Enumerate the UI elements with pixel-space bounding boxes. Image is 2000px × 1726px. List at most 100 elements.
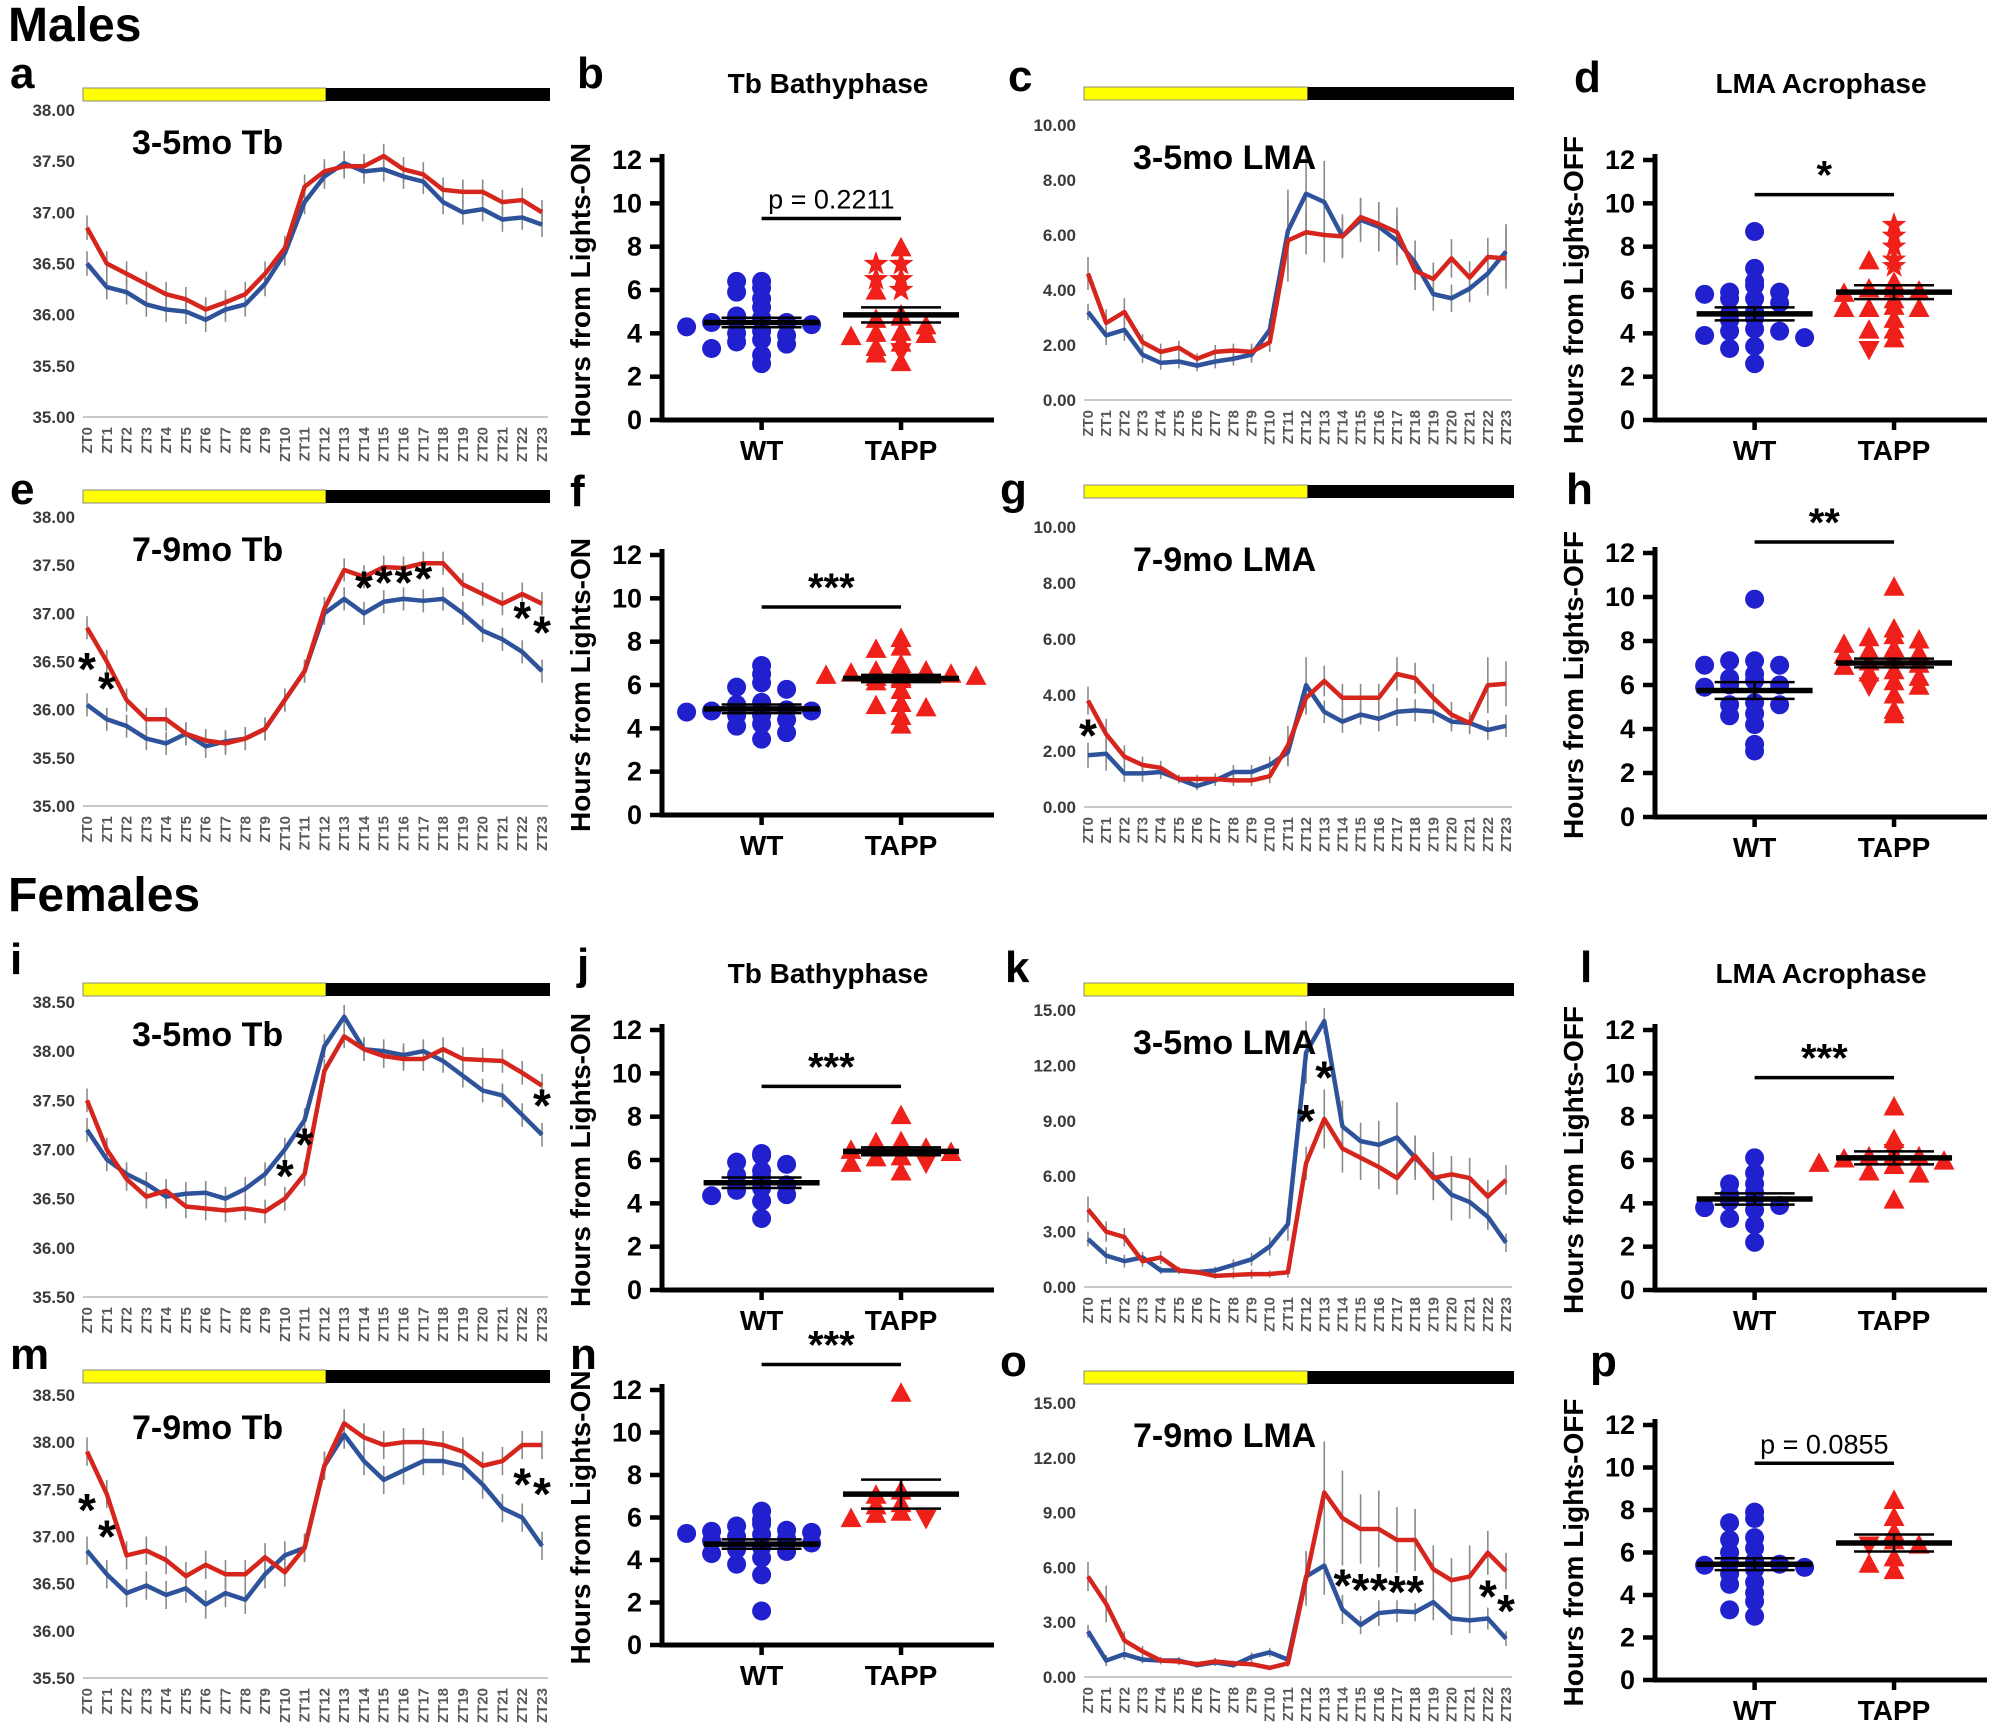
svg-text:ZT15: ZT15 — [376, 816, 393, 851]
svg-text:6.00: 6.00 — [1043, 1167, 1076, 1186]
panel-letter-h: h — [1566, 465, 1593, 514]
svg-text:ZT6: ZT6 — [1189, 410, 1206, 437]
svg-text:ZT16: ZT16 — [396, 1307, 413, 1342]
svg-text:p = 0.0855: p = 0.0855 — [1760, 1429, 1888, 1459]
svg-text:ZT5: ZT5 — [1171, 410, 1188, 437]
svg-text:0: 0 — [627, 800, 642, 830]
svg-text:ZT18: ZT18 — [435, 427, 452, 462]
svg-text:ZT8: ZT8 — [237, 1688, 254, 1715]
svg-text:4: 4 — [1620, 1188, 1635, 1218]
svg-text:*: * — [276, 1150, 294, 1202]
svg-text:ZT13: ZT13 — [1316, 1687, 1333, 1722]
svg-text:4: 4 — [1620, 714, 1635, 744]
svg-text:6.00: 6.00 — [1043, 226, 1076, 245]
svg-text:ZT14: ZT14 — [356, 1306, 373, 1342]
svg-text:36.50: 36.50 — [32, 255, 75, 274]
scatter-males-lma-acrophase-7-9: 0 2 4 6 8 10 12 Hours from Lights-OFF WT TAPP ** — [1558, 501, 1987, 863]
svg-text:ZT12: ZT12 — [316, 1688, 333, 1723]
svg-text:ZT22: ZT22 — [514, 1307, 531, 1342]
scatter-females-lma-acrophase-7-9: 0 2 4 6 8 10 12 Hours from Lights-OFF WT TAPP p = … — [1558, 1399, 1987, 1726]
line-chart-females-3-5mo-lma: 15.00 12.00 9.00 6.00 3.00 0.00 ** ZT0 ZT1 ZT2 ZT3… — [1033, 982, 1515, 1332]
svg-text:ZT1: ZT1 — [99, 1688, 116, 1715]
svg-text:TAPP: TAPP — [865, 830, 938, 861]
svg-text:2: 2 — [1620, 758, 1635, 788]
panel-letter-j: j — [577, 940, 590, 989]
svg-text:ZT21: ZT21 — [1462, 817, 1479, 852]
svg-text:0: 0 — [627, 405, 642, 435]
svg-text:ZT7: ZT7 — [1207, 1297, 1224, 1324]
svg-text:8: 8 — [1620, 1102, 1635, 1132]
svg-text:ZT16: ZT16 — [396, 1688, 413, 1723]
svg-text:12: 12 — [1605, 538, 1635, 568]
svg-text:WT: WT — [740, 830, 784, 861]
svg-text:**: ** — [1809, 501, 1841, 545]
svg-text:37.50: 37.50 — [32, 556, 75, 575]
svg-text:ZT12: ZT12 — [316, 1307, 333, 1342]
svg-text:Tb Bathyphase: Tb Bathyphase — [728, 68, 929, 99]
svg-text:ZT3: ZT3 — [1135, 817, 1152, 844]
panel-letter-m: m — [10, 1330, 50, 1379]
svg-text:6: 6 — [1620, 1145, 1635, 1175]
svg-text:TAPP: TAPP — [865, 1305, 938, 1336]
svg-text:Hours from Lights-ON: Hours from Lights-ON — [565, 143, 596, 437]
svg-text:ZT17: ZT17 — [1389, 410, 1406, 445]
svg-text:ZT11: ZT11 — [297, 427, 314, 461]
svg-text:ZT11: ZT11 — [297, 1688, 314, 1722]
svg-text:ZT2: ZT2 — [1116, 1687, 1133, 1714]
svg-text:TAPP: TAPP — [1858, 1695, 1931, 1726]
svg-text:ZT18: ZT18 — [1407, 817, 1424, 852]
svg-text:ZT20: ZT20 — [1443, 1297, 1460, 1332]
svg-text:ZT6: ZT6 — [198, 1307, 215, 1334]
svg-text:ZT4: ZT4 — [158, 426, 175, 453]
svg-text:ZT14: ZT14 — [1334, 1686, 1351, 1722]
svg-text:***: *** — [1801, 1037, 1848, 1081]
svg-text:ZT13: ZT13 — [336, 1307, 353, 1342]
svg-text:8: 8 — [627, 1102, 642, 1132]
svg-text:ZT3: ZT3 — [1135, 1687, 1152, 1714]
svg-text:8: 8 — [627, 627, 642, 657]
svg-text:10: 10 — [1605, 1453, 1635, 1483]
svg-text:ZT23: ZT23 — [534, 816, 551, 851]
svg-text:6: 6 — [627, 1145, 642, 1175]
svg-text:ZT20: ZT20 — [475, 816, 492, 851]
svg-text:4: 4 — [1620, 318, 1635, 348]
svg-text:10: 10 — [612, 1058, 642, 1088]
svg-text:ZT5: ZT5 — [1171, 1297, 1188, 1324]
svg-text:ZT8: ZT8 — [237, 816, 254, 843]
panel-letter-k: k — [1005, 943, 1030, 992]
svg-text:ZT18: ZT18 — [435, 1307, 452, 1342]
svg-text:7-9mo LMA: 7-9mo LMA — [1133, 1417, 1316, 1455]
svg-text:ZT6: ZT6 — [198, 816, 215, 843]
panel-letter-g: g — [1000, 465, 1027, 514]
svg-text:ZT9: ZT9 — [1244, 1297, 1261, 1324]
svg-text:6.00: 6.00 — [1043, 1558, 1076, 1577]
svg-text:7-9mo LMA: 7-9mo LMA — [1133, 541, 1316, 579]
svg-text:8: 8 — [1620, 626, 1635, 656]
svg-text:*: * — [533, 1079, 551, 1131]
panel-letter-a: a — [10, 49, 35, 98]
svg-text:*: * — [1479, 1571, 1497, 1623]
svg-text:WT: WT — [1733, 435, 1777, 466]
svg-text:ZT4: ZT4 — [1153, 409, 1170, 436]
svg-text:ZT19: ZT19 — [1425, 1687, 1442, 1722]
svg-text:ZT19: ZT19 — [1425, 1297, 1442, 1332]
svg-text:ZT19: ZT19 — [455, 427, 472, 462]
svg-text:9.00: 9.00 — [1043, 1112, 1076, 1131]
svg-text:TAPP: TAPP — [1858, 435, 1931, 466]
svg-text:ZT13: ZT13 — [1316, 410, 1333, 445]
svg-text:4: 4 — [627, 1188, 642, 1218]
svg-text:36.00: 36.00 — [32, 306, 75, 325]
svg-text:36.00: 36.00 — [32, 1622, 75, 1641]
svg-text:6: 6 — [1620, 1538, 1635, 1568]
svg-text:ZT1: ZT1 — [99, 427, 116, 454]
panel-letter-d: d — [1574, 53, 1601, 102]
svg-text:ZT9: ZT9 — [257, 427, 274, 454]
svg-text:2: 2 — [1620, 1232, 1635, 1262]
svg-text:Hours from Lights-ON: Hours from Lights-ON — [565, 538, 596, 832]
svg-text:ZT4: ZT4 — [1153, 816, 1170, 843]
svg-text:TAPP: TAPP — [865, 1660, 938, 1691]
panel-letter-l: l — [1580, 943, 1593, 992]
svg-text:37.50: 37.50 — [32, 152, 75, 171]
svg-text:ZT10: ZT10 — [277, 816, 294, 851]
